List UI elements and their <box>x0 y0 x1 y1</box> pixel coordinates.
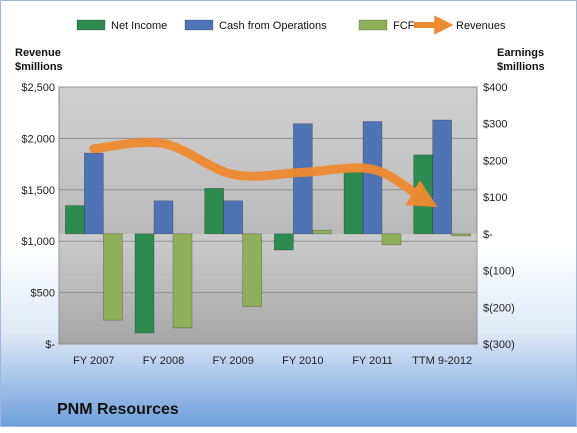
net-income-bar <box>274 233 294 251</box>
revenue-line-layer <box>89 137 438 208</box>
net-income-bar <box>65 205 85 235</box>
legend-net-income-label: Net Income <box>111 20 167 32</box>
right-tick-label: $300 <box>483 119 507 131</box>
left-axis-title-line1: Revenue <box>15 47 61 59</box>
legend-fcf-swatch <box>358 19 388 31</box>
category-label: FY 2010 <box>282 355 323 367</box>
right-axis-ticks: $(300) $(200) $(100) $- $100 $200 $300 $400 <box>483 82 515 351</box>
bar-series <box>65 119 471 334</box>
net-income-bar <box>204 188 224 235</box>
revenues-line <box>89 137 438 208</box>
fcf-bar <box>242 233 262 307</box>
right-axis-title-line1: Earnings <box>497 47 544 59</box>
right-tick-label: $100 <box>483 192 507 204</box>
fcf-bar <box>172 233 193 329</box>
cash-from-operations-bar <box>153 200 174 235</box>
legend-cash-from-operations-label: Cash from Operations <box>219 20 327 32</box>
right-tick-label: $(300) <box>483 339 515 351</box>
cash-from-operations-bar <box>223 200 243 235</box>
right-tick-label: $(200) <box>483 302 515 314</box>
right-axis-title-line2: $millions <box>497 61 545 73</box>
negative-band <box>59 234 477 344</box>
fcf-bar <box>103 233 123 321</box>
left-tick-label: $2,500 <box>21 82 55 94</box>
left-axis-title-line2: $millions <box>15 61 63 73</box>
legend: Net Income Cash from Operations FCF Revenue… <box>76 15 506 35</box>
legend-revenues-label: Revenues <box>456 20 506 32</box>
category-label: TTM 9-2012 <box>412 355 472 367</box>
left-tick-label: $- <box>45 339 55 351</box>
fcf-bar <box>381 233 402 246</box>
left-tick-label: $2,000 <box>21 133 55 145</box>
left-axis-ticks: $- $500 $1,000 $1,500 $2,000 $2,500 <box>21 82 55 351</box>
cash-from-operations-bar <box>293 123 313 235</box>
cash-from-operations-bar <box>84 152 104 235</box>
legend-cash-from-operations-swatch <box>184 19 214 31</box>
fcf-bar <box>312 229 332 235</box>
left-tick-label: $500 <box>31 288 55 300</box>
cash-from-operations-bar <box>362 121 383 235</box>
category-label: FY 2008 <box>143 355 184 367</box>
right-tick-label: $(100) <box>483 266 515 278</box>
cash-from-operations-bar <box>432 119 452 235</box>
category-labels: FY 2007 FY 2008 FY 2009 FY 2010 FY 2011 TTM 9… <box>73 355 472 367</box>
category-label: FY 2009 <box>212 355 253 367</box>
right-tick-label: $400 <box>483 82 507 94</box>
company-name: PNM Resources <box>57 401 179 418</box>
category-label: FY 2011 <box>352 355 393 367</box>
legend-fcf-label: FCF <box>393 20 415 32</box>
net-income-bar <box>134 233 155 334</box>
category-label: FY 2007 <box>73 355 114 367</box>
legend-net-income-swatch <box>76 19 106 31</box>
right-tick-label: $200 <box>483 155 507 167</box>
left-tick-label: $1,500 <box>21 185 55 197</box>
right-tick-label: $- <box>483 229 493 241</box>
fcf-bar <box>451 233 471 237</box>
left-tick-label: $1,000 <box>21 236 55 248</box>
net-income-bar <box>343 170 364 235</box>
